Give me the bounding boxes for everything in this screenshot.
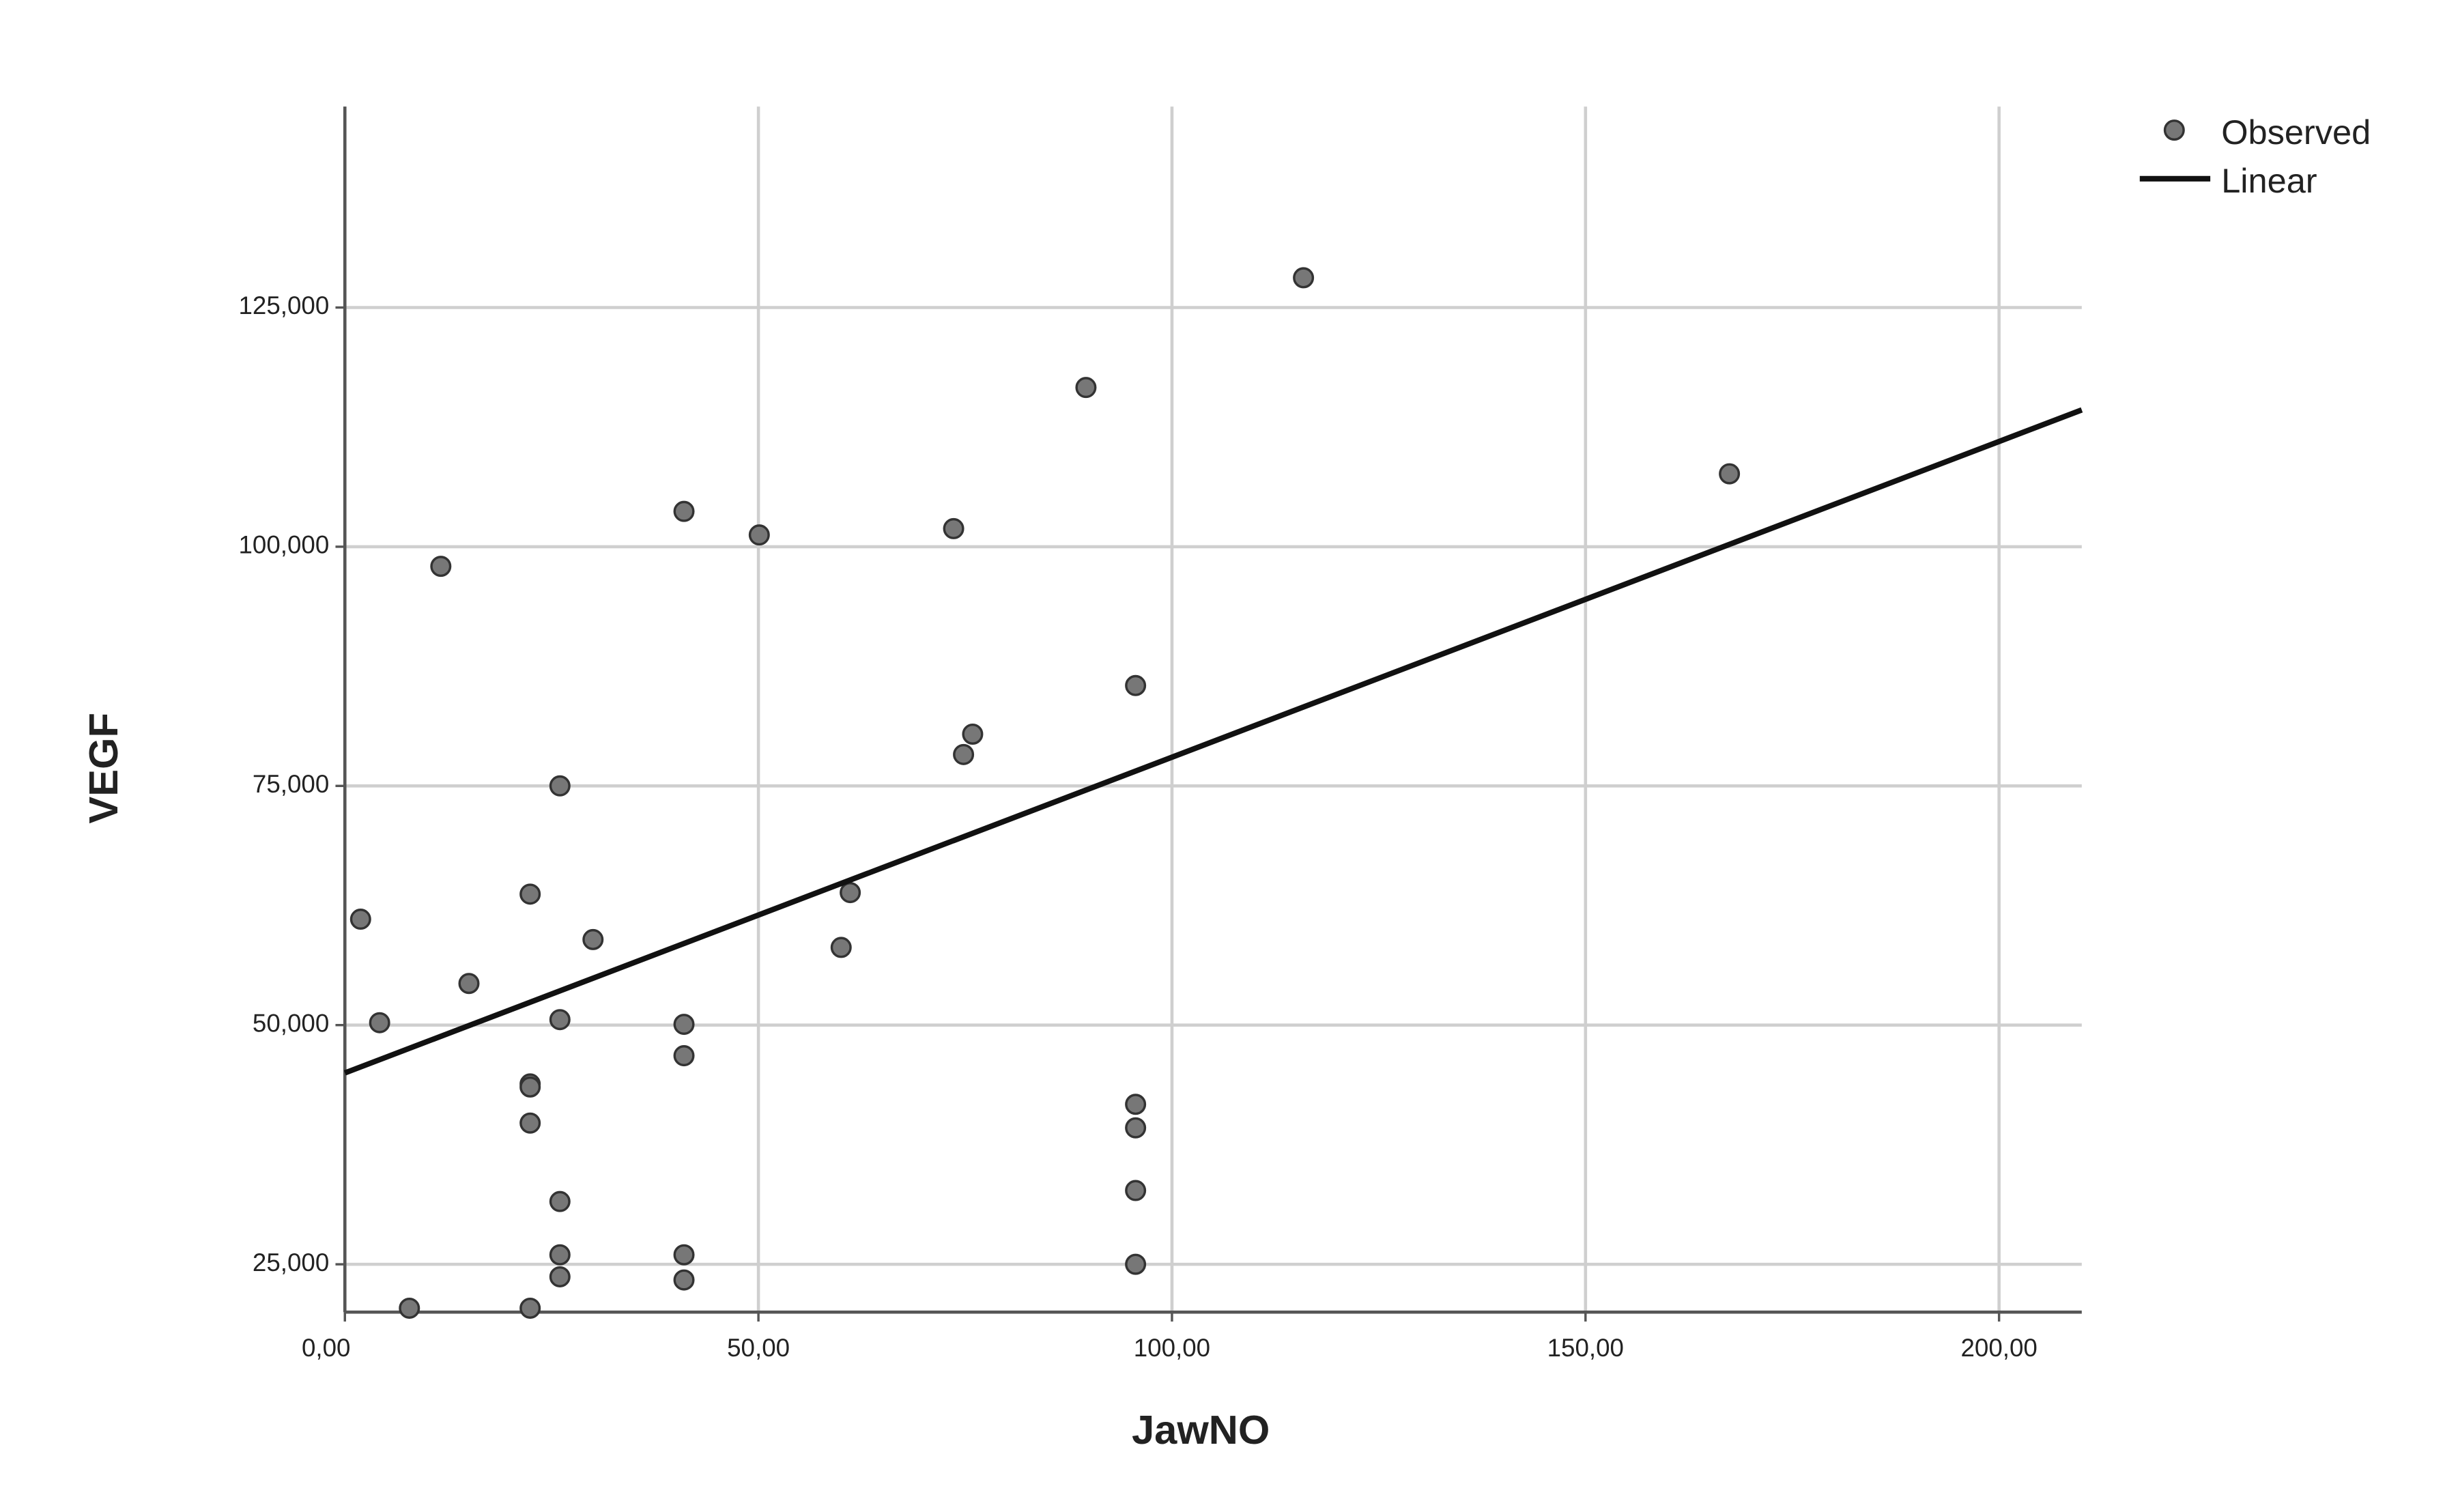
scatter-point (430, 556, 452, 577)
y-tick-label: 125,000 (238, 291, 329, 319)
y-tick-label: 75,000 (253, 770, 329, 798)
scatter-point (582, 928, 604, 950)
scatter-point (1125, 1117, 1147, 1139)
scatter-point (349, 909, 371, 930)
legend-label: Linear (2221, 161, 2317, 200)
scatter-point (1075, 377, 1097, 399)
scatter-point (962, 723, 984, 745)
scatter-point (953, 743, 975, 765)
scatter-point (519, 1112, 541, 1134)
scatter-point (1125, 1094, 1147, 1115)
scatter-point (673, 1244, 695, 1266)
x-tick-label: 200,00 (1960, 1334, 2037, 1362)
y-axis-title: VEGF (81, 713, 126, 824)
x-tick-label: 0,00 (302, 1334, 351, 1362)
legend-marker (2163, 119, 2185, 141)
scatter-point (519, 883, 541, 905)
scatter-point (840, 882, 861, 904)
x-tick-label: 100,00 (1134, 1334, 1210, 1362)
scatter-point (519, 1297, 541, 1319)
scatter-point (519, 1076, 541, 1098)
x-tick-label: 150,00 (1547, 1334, 1624, 1362)
y-tick-label: 50,000 (253, 1009, 329, 1037)
scatter-point (673, 1045, 695, 1067)
scatter-point (1293, 267, 1315, 289)
scatter-point (830, 937, 852, 958)
y-tick-label: 100,000 (238, 531, 329, 559)
scatter-point (673, 500, 695, 522)
scatter-point (1125, 1180, 1147, 1201)
y-tick-label: 25,000 (253, 1249, 329, 1276)
scatter-point (1125, 674, 1147, 696)
scatter-point (549, 775, 571, 797)
scatter-point (673, 1014, 695, 1036)
x-axis-title: JawNO (1132, 1407, 1270, 1453)
scatter-point (399, 1297, 420, 1319)
scatter-point (673, 1269, 695, 1291)
scatter-point (549, 1009, 571, 1031)
scatter-point (458, 973, 480, 995)
scatter-point (549, 1244, 571, 1266)
legend-label: Observed (2221, 113, 2371, 152)
scatter-point (549, 1266, 571, 1287)
fit-line (343, 407, 2083, 1076)
scatter-point (943, 517, 964, 539)
scatter-point (369, 1012, 390, 1033)
scatter-point (748, 524, 770, 546)
scatter-point (1125, 1253, 1147, 1275)
x-tick-label: 50,00 (727, 1334, 790, 1362)
scatter-point (549, 1190, 571, 1212)
scatter-point (1719, 463, 1741, 485)
